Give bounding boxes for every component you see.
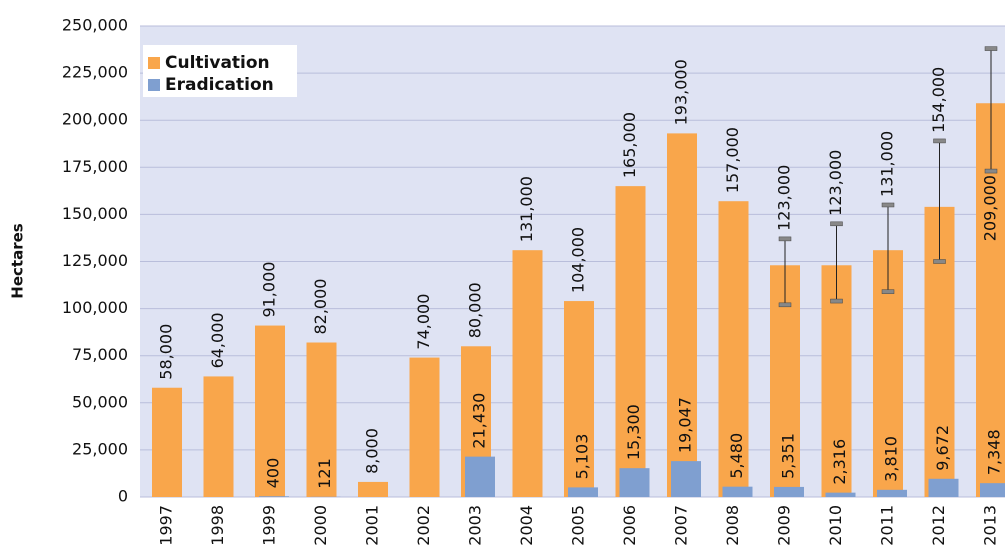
data-label: 131,000 — [878, 131, 897, 197]
error-cap — [778, 236, 792, 242]
data-label: 123,000 — [775, 165, 794, 231]
data-label: 5,103 — [573, 434, 592, 480]
data-label: 74,000 — [414, 294, 433, 350]
x-tick-label: 2003 — [466, 505, 485, 546]
data-label: 209,000 — [981, 175, 1000, 241]
error-cap — [933, 138, 946, 144]
y-tick-label: 0 — [118, 487, 128, 506]
y-tick-label: 200,000 — [62, 110, 128, 129]
data-label: 82,000 — [311, 279, 330, 335]
bar — [358, 481, 388, 497]
error-cap — [881, 202, 895, 208]
data-label: 8,000 — [363, 428, 382, 474]
data-label: 58,000 — [157, 324, 176, 380]
legend-label: Cultivation — [165, 53, 270, 73]
x-tick-label: 2011 — [878, 505, 897, 546]
data-label: 64,000 — [208, 312, 227, 368]
y-axis-label: Hectares — [9, 223, 27, 298]
error-cap — [830, 298, 843, 304]
data-label: 121 — [315, 458, 334, 489]
bar — [928, 478, 959, 497]
bar — [774, 486, 804, 497]
y-tick-label: 50,000 — [72, 392, 128, 411]
bar — [465, 456, 495, 497]
data-label: 157,000 — [723, 127, 742, 193]
bar — [306, 342, 337, 497]
x-tick-label: 2005 — [569, 505, 588, 546]
data-label: 154,000 — [929, 67, 948, 133]
error-cap — [830, 221, 843, 227]
legend-swatch — [148, 57, 160, 69]
data-label: 91,000 — [260, 262, 279, 318]
x-tick-label: 2008 — [723, 505, 742, 546]
x-tick-label: 2000 — [311, 505, 330, 546]
data-label: 400 — [264, 458, 283, 489]
legend-label: Eradication — [165, 75, 274, 95]
data-label: 165,000 — [620, 112, 639, 178]
x-tick-label: 2007 — [672, 505, 691, 546]
error-cap — [933, 259, 946, 264]
x-tick-label: 2009 — [775, 505, 794, 546]
bar — [255, 325, 285, 497]
x-tick-label: 2006 — [620, 505, 639, 546]
data-label: 104,000 — [569, 227, 588, 293]
legend-swatch — [148, 79, 160, 91]
data-label: 5,480 — [727, 433, 746, 479]
x-tick-label: 1997 — [157, 505, 176, 546]
y-tick-label: 125,000 — [62, 251, 128, 270]
error-cap — [778, 302, 792, 308]
bar — [203, 376, 234, 497]
bar — [152, 387, 182, 497]
x-tick-label: 2013 — [981, 505, 1000, 546]
data-label: 131,000 — [517, 176, 536, 242]
data-label: 19,047 — [676, 397, 695, 453]
data-label: 15,300 — [624, 404, 643, 460]
bar — [671, 461, 701, 497]
bar — [615, 186, 646, 497]
x-tick-label: 1998 — [208, 505, 227, 546]
data-label: 7,348 — [985, 429, 1004, 475]
bar — [980, 483, 1005, 497]
y-tick-label: 25,000 — [72, 439, 128, 458]
data-label: 9,672 — [933, 425, 952, 471]
x-tick-label: 2012 — [929, 505, 948, 546]
y-tick-label: 225,000 — [62, 63, 128, 82]
data-label: 193,000 — [672, 59, 691, 125]
y-tick-label: 100,000 — [62, 298, 128, 317]
bar — [825, 492, 856, 497]
x-tick-label: 2002 — [414, 505, 433, 546]
error-cap — [984, 168, 998, 174]
x-tick-label: 1999 — [260, 505, 279, 546]
bar — [821, 265, 852, 497]
bar — [722, 486, 753, 497]
y-tick-label: 75,000 — [72, 345, 128, 364]
x-tick-label: 2004 — [517, 505, 536, 546]
bar — [512, 250, 543, 497]
bar — [409, 357, 440, 497]
error-cap — [984, 46, 998, 51]
x-tick-label: 2010 — [826, 505, 845, 546]
bar — [259, 496, 289, 497]
bar — [619, 468, 650, 497]
data-label: 80,000 — [466, 282, 485, 338]
data-label: 123,000 — [826, 150, 845, 216]
y-tick-label: 175,000 — [62, 157, 128, 176]
data-label: 3,810 — [882, 436, 901, 482]
bar — [877, 489, 907, 497]
bar — [718, 201, 749, 497]
error-cap — [881, 289, 895, 294]
y-tick-label: 250,000 — [62, 16, 128, 35]
y-tick-label: 150,000 — [62, 204, 128, 223]
bar — [564, 301, 594, 497]
bar — [568, 487, 598, 497]
data-label: 21,430 — [470, 393, 489, 449]
bar — [667, 133, 697, 497]
x-tick-label: 2001 — [363, 505, 382, 546]
data-label: 5,351 — [779, 433, 798, 479]
data-label: 2,316 — [830, 439, 849, 485]
legend-box — [143, 45, 297, 97]
